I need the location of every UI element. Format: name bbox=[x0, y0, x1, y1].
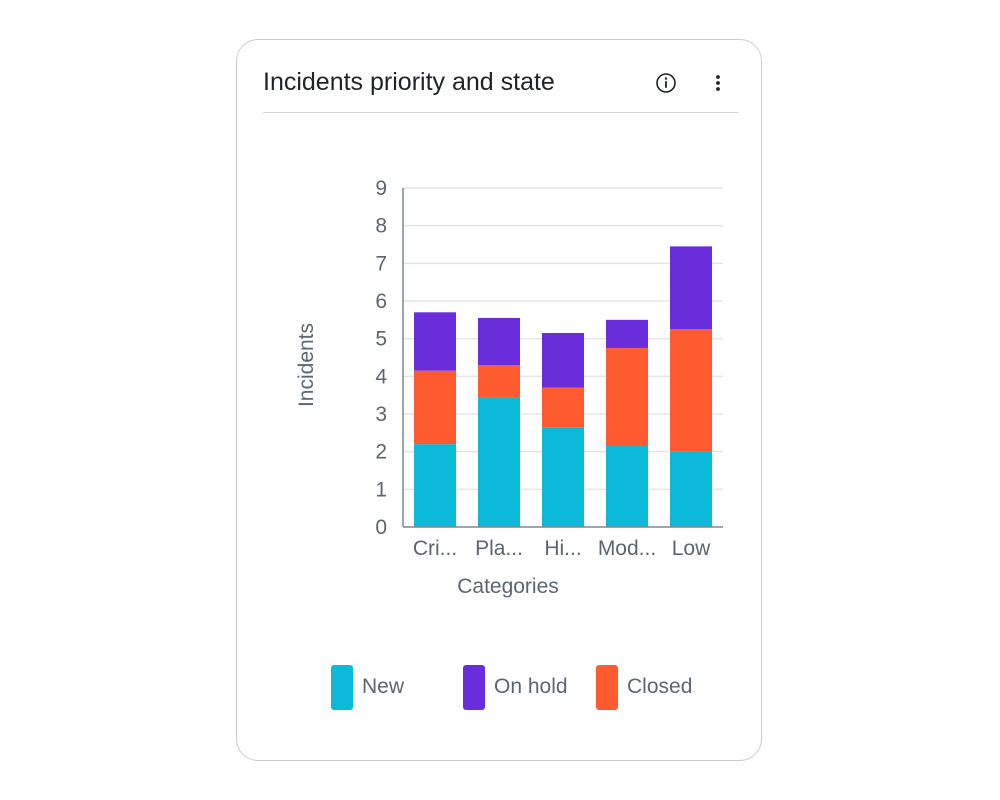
legend-item-closed[interactable]: Closed bbox=[596, 664, 692, 710]
x-axis-title: Categories bbox=[457, 575, 559, 598]
y-tick-label-9: 9 bbox=[375, 177, 387, 200]
bar-on-hold-2[interactable] bbox=[542, 333, 584, 388]
bar-on-hold-1[interactable] bbox=[478, 317, 520, 366]
y-tick-label-2: 2 bbox=[375, 441, 387, 464]
legend-item-new[interactable]: New bbox=[331, 664, 404, 710]
y-tick-label-8: 8 bbox=[375, 215, 387, 238]
bar-new-0[interactable] bbox=[414, 444, 456, 527]
bar-new-4[interactable] bbox=[670, 451, 712, 527]
bar-closed-2[interactable] bbox=[542, 387, 584, 428]
y-tick-label-4: 4 bbox=[375, 365, 387, 388]
bar-closed-1[interactable] bbox=[478, 365, 520, 398]
x-tick-label-2: Hi... bbox=[544, 537, 581, 560]
x-tick-label-4: Low bbox=[672, 537, 711, 560]
bar-closed-4[interactable] bbox=[670, 329, 712, 452]
legend-label-new: New bbox=[362, 675, 405, 698]
y-axis-title: Incidents bbox=[295, 323, 318, 407]
legend-label-on-hold: On hold bbox=[494, 675, 568, 698]
legend-swatch-new bbox=[331, 664, 353, 710]
y-tick-label-1: 1 bbox=[375, 478, 387, 501]
legend-label-closed: Closed bbox=[627, 675, 693, 698]
bar-on-hold-3[interactable] bbox=[606, 319, 648, 349]
bar-new-3[interactable] bbox=[606, 446, 648, 527]
bar-on-hold-0[interactable] bbox=[414, 312, 456, 371]
bar-new-1[interactable] bbox=[478, 397, 520, 527]
legend-swatch-on-hold bbox=[463, 664, 485, 710]
card-title: Incidents priority and state bbox=[263, 68, 555, 96]
info-icon[interactable] bbox=[653, 70, 679, 96]
x-tick-label-3: Mod... bbox=[598, 537, 656, 560]
bar-closed-3[interactable] bbox=[606, 348, 648, 447]
y-tick-label-7: 7 bbox=[375, 252, 387, 275]
y-tick-label-3: 3 bbox=[375, 403, 387, 426]
bar-closed-0[interactable] bbox=[414, 370, 456, 445]
card-header: Incidents priority and state bbox=[263, 64, 739, 113]
y-tick-label-0: 0 bbox=[375, 516, 387, 539]
y-tick-label-5: 5 bbox=[375, 328, 387, 351]
more-options-icon[interactable] bbox=[705, 70, 731, 96]
legend-item-on-hold[interactable]: On hold bbox=[463, 664, 568, 710]
stacked-bar-chart: 0 1 2 3 4 5 6 7 8 9 Cri... Pla... Hi... Mod... Low Cat… bbox=[295, 177, 723, 598]
bars-layer bbox=[414, 246, 712, 527]
axis-layer: 0 1 2 3 4 5 6 7 8 9 Cri... Pla... Hi... Mod... Low bbox=[375, 177, 723, 560]
x-tick-label-0: Cri... bbox=[413, 537, 457, 560]
bar-new-2[interactable] bbox=[542, 427, 584, 527]
x-tick-label-1: Pla... bbox=[475, 537, 523, 560]
y-tick-label-6: 6 bbox=[375, 290, 387, 313]
legend-swatch-closed bbox=[596, 664, 618, 710]
bar-on-hold-4[interactable] bbox=[670, 246, 712, 330]
chart-legend: New On hold Closed bbox=[237, 664, 763, 712]
chart-card: Incidents priority and state 0 1 2 3 4 5 6 7 8 9 C… bbox=[236, 39, 762, 761]
